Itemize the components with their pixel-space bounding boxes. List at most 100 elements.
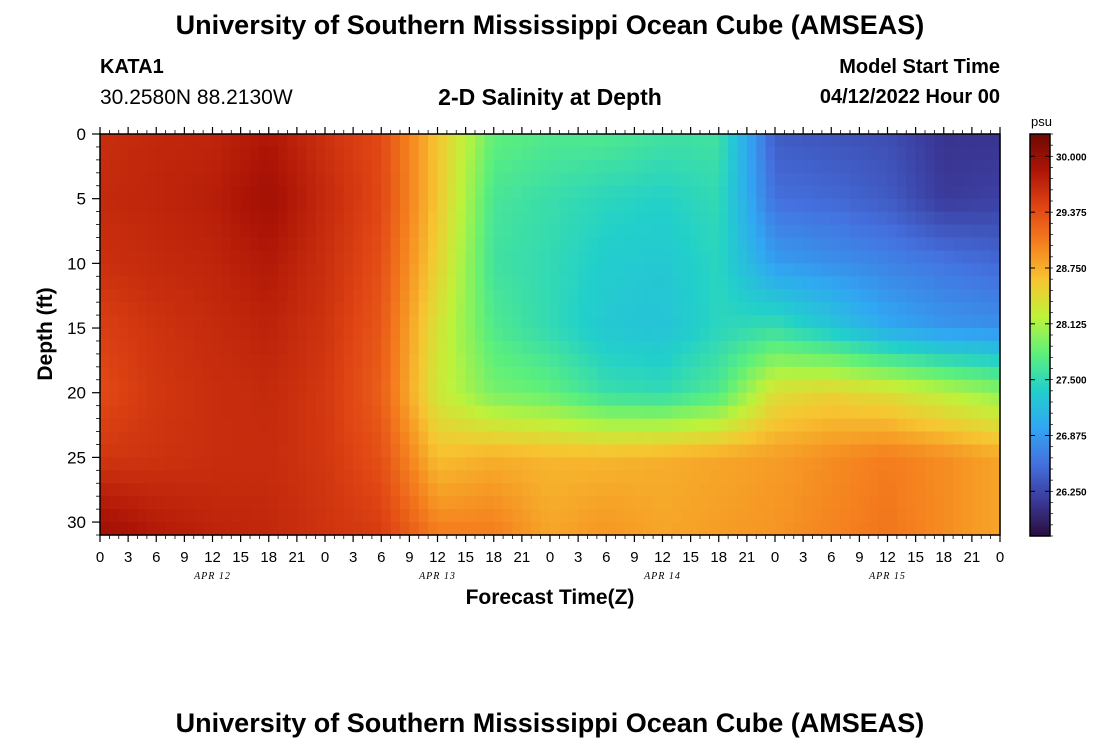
- heatmap-cell: [193, 302, 204, 316]
- heatmap-cell: [250, 211, 260, 226]
- heatmap-cell: [287, 418, 298, 433]
- heatmap-cell: [221, 379, 232, 394]
- heatmap-cell: [943, 444, 954, 458]
- heatmap-cell: [381, 315, 392, 329]
- heatmap-cell: [118, 522, 129, 536]
- heatmap-cell: [896, 289, 907, 303]
- heatmap-cell: [643, 276, 654, 290]
- heatmap-cell: [803, 198, 814, 213]
- heatmap-cell: [371, 522, 382, 536]
- heatmap-cell: [568, 444, 579, 458]
- heatmap-cell: [812, 276, 823, 290]
- heatmap-cell: [503, 224, 514, 239]
- heatmap-cell: [212, 496, 223, 510]
- heatmap-cell: [784, 379, 795, 394]
- heatmap-cell: [690, 185, 701, 200]
- heatmap-cell: [962, 263, 973, 277]
- heatmap-cell: [578, 315, 589, 329]
- heatmap-cell: [821, 444, 832, 458]
- x-tick-label: 21: [964, 549, 981, 566]
- heatmap-cell: [625, 431, 635, 446]
- heatmap-cell: [971, 405, 982, 420]
- heatmap-cell: [596, 263, 607, 277]
- heatmap-cell: [446, 328, 457, 342]
- heatmap-cell: [746, 224, 757, 239]
- heatmap-cell: [165, 379, 176, 394]
- heatmap-cell: [146, 315, 157, 329]
- heatmap-cell: [559, 263, 570, 277]
- heatmap-cell: [353, 198, 364, 213]
- heatmap-cell: [681, 328, 692, 342]
- heatmap-cell: [615, 353, 626, 368]
- heatmap-cell: [456, 470, 467, 484]
- heatmap-cell: [700, 211, 710, 226]
- heatmap-cell: [709, 237, 720, 252]
- heatmap-cell: [156, 263, 167, 277]
- heatmap-cell: [634, 289, 645, 303]
- heatmap-cell: [212, 315, 223, 329]
- heatmap-cell: [746, 289, 757, 303]
- heatmap-cell: [512, 444, 523, 458]
- heatmap-cell: [821, 146, 832, 161]
- heatmap-cell: [287, 302, 298, 316]
- heatmap-cell: [184, 392, 195, 407]
- heatmap-cell: [512, 134, 523, 148]
- heatmap-cell: [606, 340, 617, 355]
- heatmap-cell: [981, 211, 992, 226]
- heatmap-cell: [128, 134, 139, 148]
- heatmap-cell: [990, 405, 1001, 420]
- heatmap-cell: [925, 418, 935, 433]
- heatmap-cell: [456, 315, 467, 329]
- heatmap-cell: [446, 224, 457, 239]
- heatmap-cell: [700, 392, 710, 407]
- heatmap-cell: [709, 250, 720, 264]
- heatmap-cell: [203, 483, 214, 497]
- heatmap-cell: [437, 185, 448, 200]
- heatmap-cell: [165, 457, 176, 471]
- heatmap-cell: [109, 483, 120, 497]
- heatmap-cell: [484, 418, 495, 433]
- heatmap-cell: [100, 496, 110, 510]
- heatmap-cell: [203, 522, 214, 536]
- heatmap-cell: [109, 146, 120, 161]
- heatmap-cell: [943, 237, 954, 252]
- heatmap-cell: [812, 134, 823, 148]
- heatmap-cell: [578, 146, 589, 161]
- heatmap-cell: [287, 237, 298, 252]
- heatmap-cell: [868, 405, 879, 420]
- heatmap-cell: [437, 237, 448, 252]
- heatmap-cell: [278, 431, 289, 446]
- heatmap-cell: [531, 509, 542, 523]
- heatmap-cell: [531, 289, 542, 303]
- heatmap-cell: [512, 483, 523, 497]
- heatmap-cell: [465, 172, 476, 187]
- heatmap-cell: [315, 289, 326, 303]
- heatmap-cell: [203, 392, 214, 407]
- heatmap-cell: [718, 250, 729, 264]
- heatmap-cell: [456, 431, 467, 446]
- heatmap-cell: [278, 250, 289, 264]
- heatmap-cell: [606, 509, 617, 523]
- heatmap-cell: [550, 522, 560, 536]
- heatmap-cell: [606, 483, 617, 497]
- heatmap-cell: [925, 315, 935, 329]
- heatmap-cell: [250, 159, 260, 174]
- heatmap-cell: [109, 198, 120, 213]
- heatmap-cell: [221, 418, 232, 433]
- heatmap-cell: [587, 146, 598, 161]
- heatmap-cell: [343, 444, 354, 458]
- heatmap-cell: [381, 250, 392, 264]
- heatmap-cell: [362, 302, 373, 316]
- heatmap-cell: [906, 263, 917, 277]
- heatmap-cell: [287, 276, 298, 290]
- heatmap-cell: [540, 392, 551, 407]
- heatmap-cell: [381, 496, 392, 510]
- heatmap-cell: [446, 444, 457, 458]
- heatmap-cell: [212, 263, 223, 277]
- x-tick-label: 6: [602, 549, 610, 566]
- heatmap-cell: [840, 263, 851, 277]
- heatmap-cell: [371, 483, 382, 497]
- heatmap-cell: [606, 250, 617, 264]
- heatmap-cell: [878, 392, 889, 407]
- heatmap-cell: [625, 418, 635, 433]
